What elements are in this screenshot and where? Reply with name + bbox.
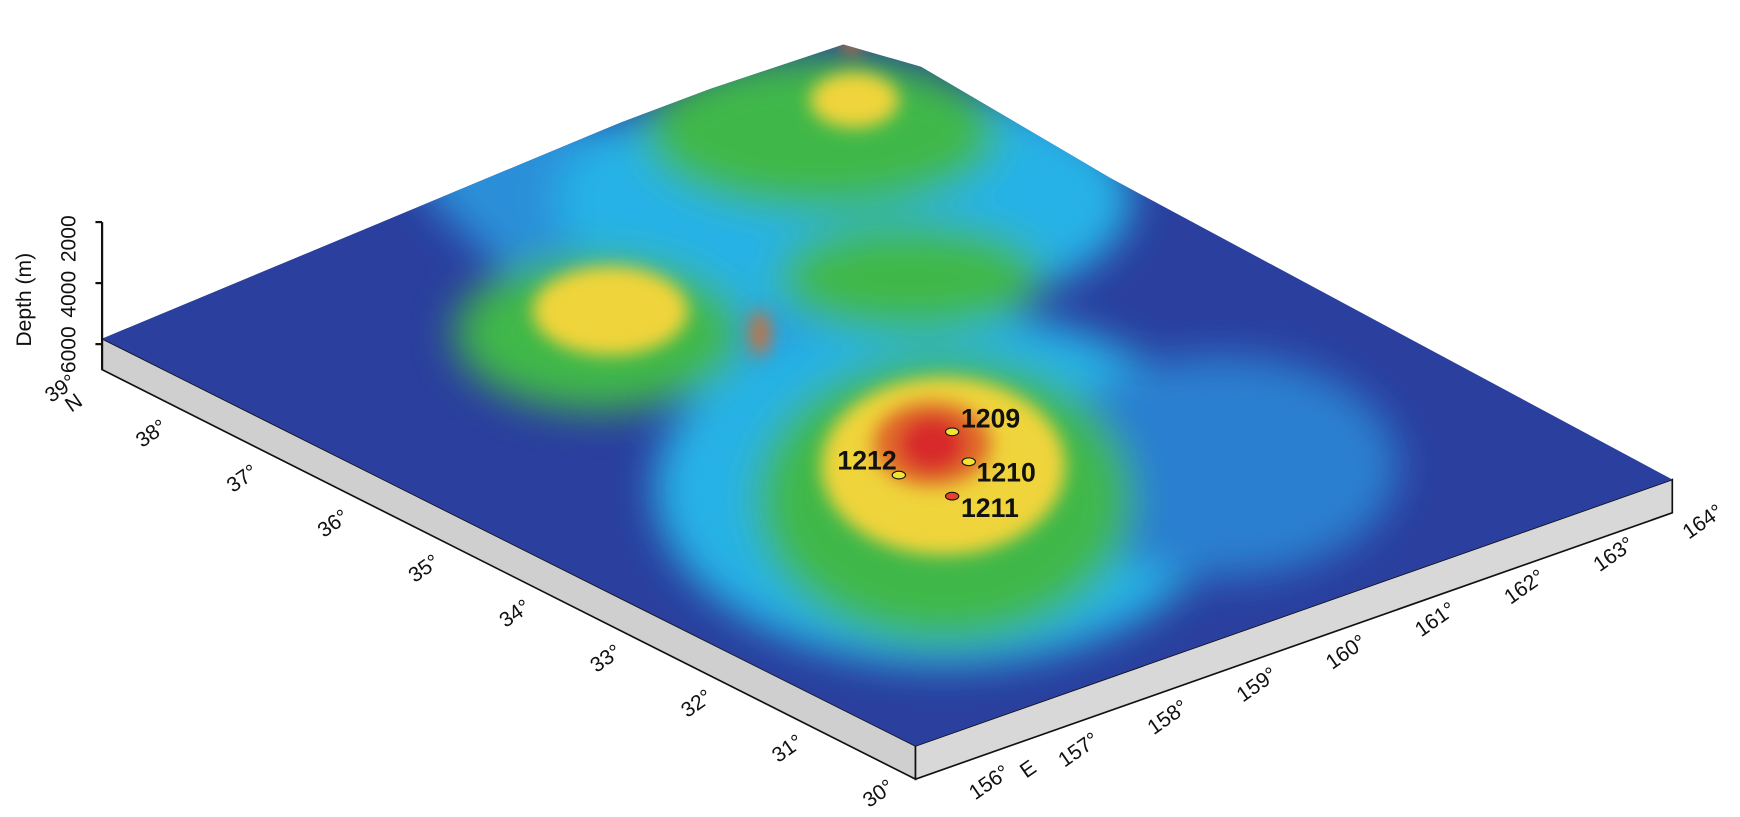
latitude-label: 37° <box>223 460 262 497</box>
site-marker <box>962 458 975 466</box>
site-label: 1209 <box>961 403 1020 433</box>
latitude-label: 35° <box>404 550 443 587</box>
longitude-label: 157° <box>1054 728 1103 772</box>
latitude-label: 38° <box>132 415 171 452</box>
latitude-label: 34° <box>495 595 534 632</box>
longitude-label: 162° <box>1500 565 1549 609</box>
site-label: 1210 <box>977 458 1036 488</box>
depth-axis-title: Depth (m) <box>13 253 36 347</box>
longitude-label: 161° <box>1411 598 1460 642</box>
terrain-surface <box>0 0 1740 817</box>
latitude-label: 30° <box>859 775 898 812</box>
site-label: 1211 <box>961 493 1019 523</box>
site-marker <box>945 492 958 500</box>
longitude-label: 160° <box>1322 630 1371 674</box>
latitude-label: 33° <box>586 640 625 677</box>
longitude-label: 159° <box>1233 663 1282 707</box>
longitude-hemisphere: E <box>1016 756 1041 783</box>
longitude-label: 158° <box>1143 696 1192 740</box>
bathymetry-map: Depth (m) 2000 4000 6000 30° 31° 32° 33° 34° 35… <box>0 0 1740 817</box>
depth-axis: Depth (m) 2000 4000 6000 <box>13 215 102 373</box>
site-label: 1212 <box>837 446 896 476</box>
site-marker <box>945 428 958 436</box>
longitude-label: 156° <box>965 761 1014 805</box>
longitude-label: 164° <box>1679 500 1728 544</box>
latitude-label: 31° <box>768 730 807 767</box>
depth-tick-label: 2000 <box>57 215 80 262</box>
latitude-label: 36° <box>314 505 353 542</box>
depth-tick-label: 4000 <box>57 271 80 318</box>
latitude-label: 32° <box>677 685 716 722</box>
depth-tick-label: 6000 <box>57 326 80 373</box>
